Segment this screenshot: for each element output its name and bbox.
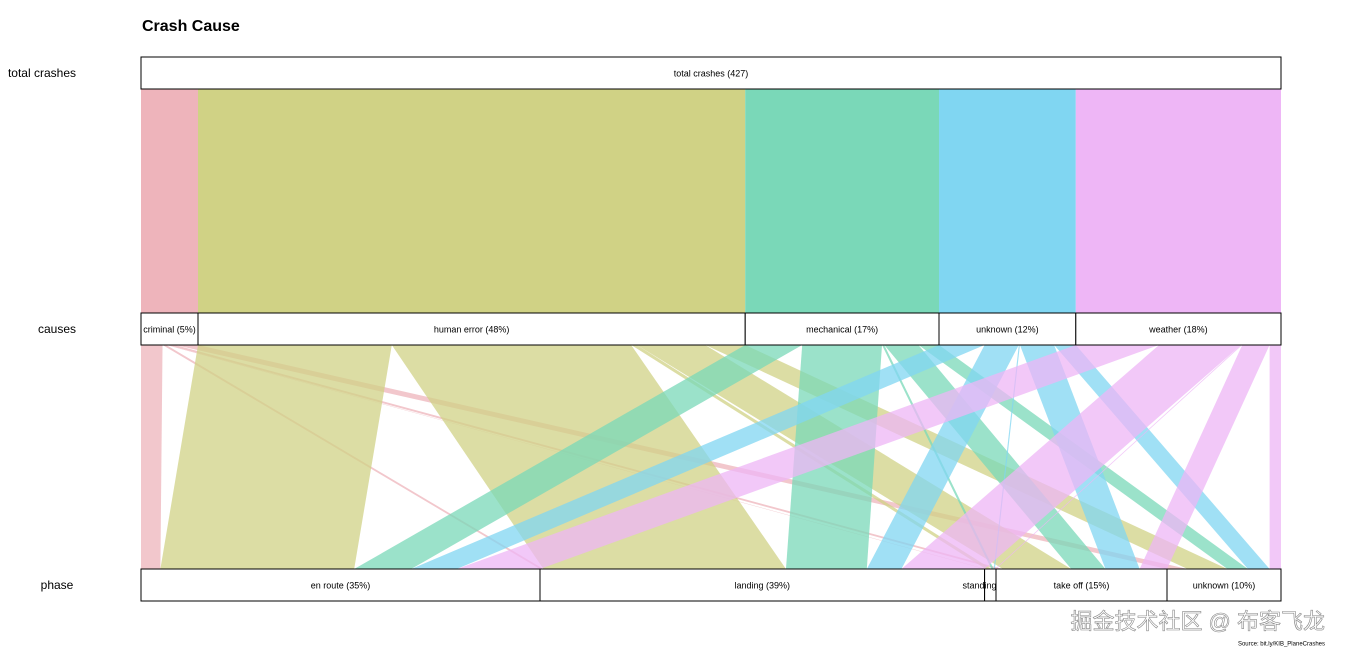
node: [140, 312, 199, 346]
flow-band: [198, 89, 746, 313]
node: [1166, 568, 1282, 602]
chart-title: Crash Cause: [142, 18, 240, 35]
flow-band: [1075, 89, 1281, 313]
node: [1075, 312, 1282, 346]
flow-band: [745, 89, 939, 313]
row-label: phase: [41, 578, 74, 592]
node-label: unknown (12%): [976, 324, 1039, 334]
node-label: weather (18%): [1148, 324, 1208, 334]
row-label: total crashes: [8, 66, 76, 80]
flow-ribbon: [901, 345, 1242, 569]
flow-ribbon: [141, 345, 163, 569]
row-label: causes: [38, 322, 76, 336]
node: [140, 56, 1282, 90]
node: [744, 312, 940, 346]
flow-band: [141, 89, 198, 313]
node-label: mechanical (17%): [806, 324, 878, 334]
flow-ribbon: [1139, 345, 1270, 569]
node-label: unknown (10%): [1193, 580, 1256, 590]
flow-band: [939, 89, 1076, 313]
flow-ribbon: [994, 345, 1243, 569]
node-label: total crashes (427): [674, 68, 749, 78]
node-label: criminal (5%): [143, 324, 196, 334]
flows: [141, 89, 1281, 569]
flow-ribbon: [354, 345, 803, 569]
node-label: landing (39%): [735, 580, 791, 590]
node-label: human error (48%): [434, 324, 510, 334]
node-label: standing (1%): [963, 580, 1019, 590]
flow-ribbon: [456, 345, 1160, 569]
node: [197, 312, 746, 346]
watermark: 掘金技术社区 @ 布客飞龙: [1070, 609, 1325, 634]
nodes: total crashes total crashes (427) causes cr…: [8, 56, 1282, 602]
flow-ribbon: [160, 345, 392, 569]
node: [995, 568, 1168, 602]
flow-ribbon: [411, 345, 985, 569]
node-label: take off (15%): [1054, 580, 1110, 590]
source-note: Source: bit.ly/KIB_PlaneCrashes: [1238, 642, 1325, 648]
flow-ribbon: [1269, 345, 1281, 569]
node: [140, 568, 541, 602]
node-label: en route (35%): [311, 580, 371, 590]
node: [539, 568, 986, 602]
